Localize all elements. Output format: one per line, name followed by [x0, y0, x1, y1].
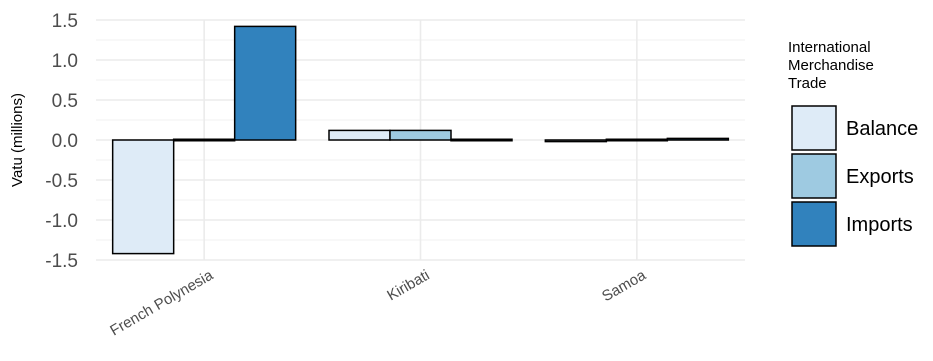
y-tick-label: 1.5: [52, 11, 78, 32]
legend-key-imports: [791, 201, 837, 247]
legend-title-line-2: Merchandise: [788, 57, 874, 74]
y-axis-ticks: 1.5 1.0 0.5 0.0 -0.5 -1.0 -1.5: [45, 11, 78, 272]
bar-exports-samoa: [605, 138, 669, 142]
legend-title-line-3: Trade: [788, 75, 827, 92]
y-tick-label: 1.0: [52, 51, 78, 72]
bar-balance-french-polynesia: [111, 139, 175, 255]
legend: International Merchandise Trade Balance E…: [788, 39, 918, 247]
x-tick-label: Kiribati: [384, 267, 432, 305]
legend-key-balance: [791, 105, 837, 151]
bar-balance-kiribati: [328, 129, 391, 141]
legend-label-balance: Balance: [846, 118, 918, 140]
bar-balance-samoa: [544, 139, 608, 143]
x-tick-label: French Polynesia: [107, 266, 216, 339]
bars-layer: [111, 25, 730, 255]
y-axis-title: Vatu (millions): [9, 93, 26, 187]
y-tick-label: -1.0: [45, 211, 78, 232]
bar-imports-kiribati: [450, 138, 513, 142]
x-axis-ticks: French Polynesia Kiribati Samoa: [107, 266, 649, 339]
bar-imports-samoa: [666, 137, 730, 141]
bar-imports-french-polynesia: [233, 25, 297, 141]
bar-exports-french-polynesia: [172, 138, 236, 142]
y-tick-label: -1.5: [45, 251, 78, 272]
legend-items: Balance Exports Imports: [791, 105, 918, 247]
y-tick-label: -0.5: [45, 171, 78, 192]
bar-exports-kiribati: [389, 129, 452, 141]
legend-label-imports: Imports: [846, 214, 913, 236]
legend-title-line-1: International: [788, 39, 871, 56]
x-tick-label: Samoa: [599, 266, 649, 305]
y-tick-label: 0.0: [52, 131, 78, 152]
legend-key-exports: [791, 153, 837, 199]
legend-label-exports: Exports: [846, 166, 914, 188]
y-tick-label: 0.5: [52, 91, 78, 112]
